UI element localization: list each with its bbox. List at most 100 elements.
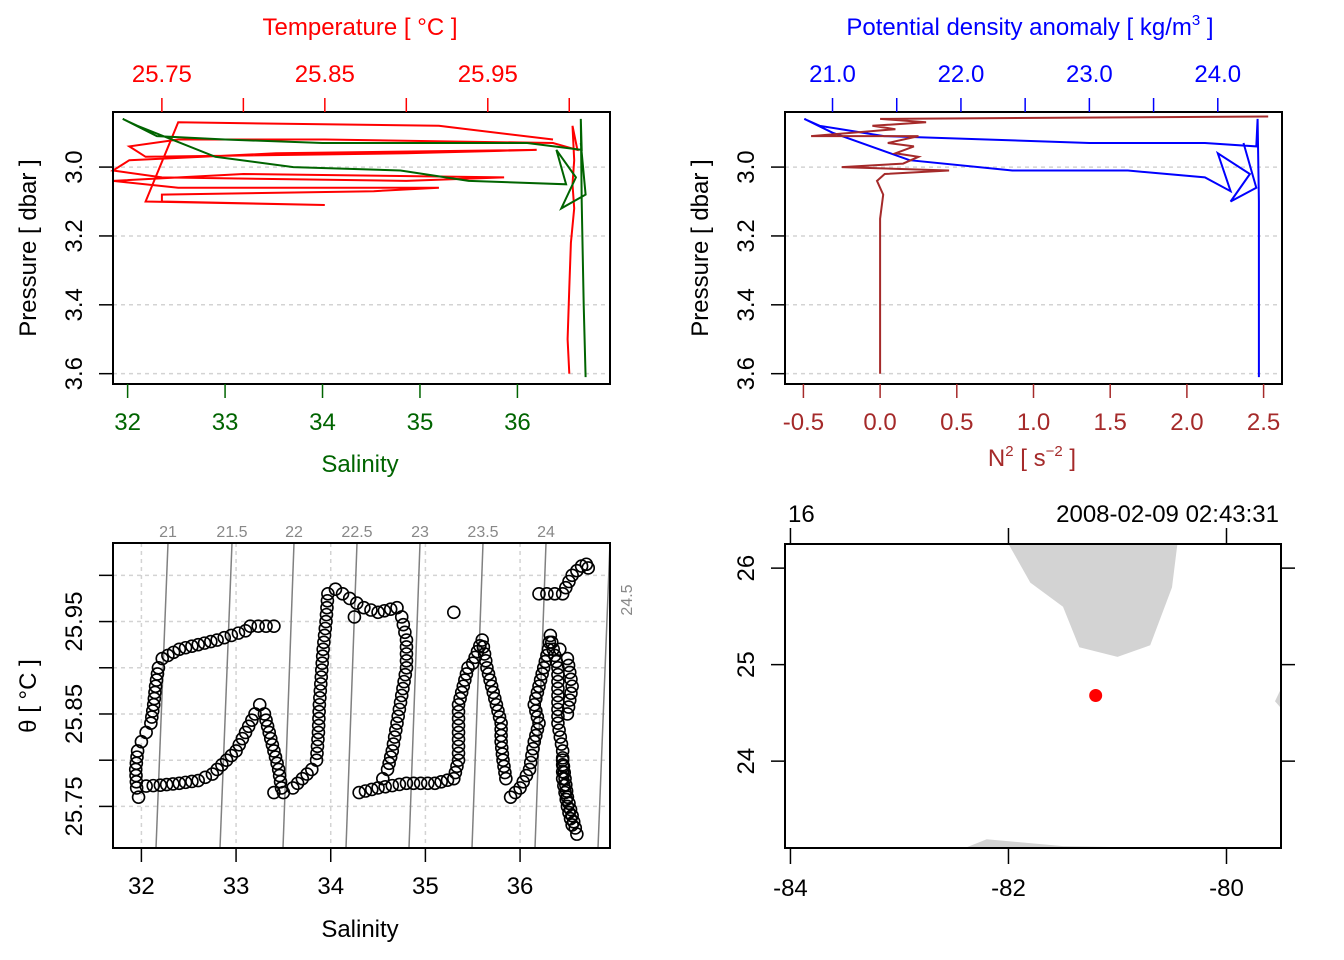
p3-isopycnal-label: 22 xyxy=(285,524,303,541)
p3-point xyxy=(259,619,273,633)
p3-point xyxy=(268,750,283,764)
p4-bottom-tick-label: -84 xyxy=(773,875,808,902)
p2-n2-axis: -0.5 0.0 0.5 1.0 1.5 2.0 2.5 xyxy=(783,384,1280,436)
p3-point xyxy=(300,767,314,781)
p3-point xyxy=(352,785,366,800)
panel-salinity-temperature-profile: 25.75 25.85 25.95 32 33 34 35 36 3.03.23.43.6 … xyxy=(15,14,611,478)
p3-point xyxy=(532,679,546,694)
p3-point xyxy=(562,693,577,707)
p2-bottom-tick-label: 2.0 xyxy=(1170,409,1203,436)
p3-point xyxy=(529,728,543,743)
station-id-label: 16 xyxy=(788,501,815,528)
p3-point xyxy=(451,732,466,747)
p3-point xyxy=(566,815,581,829)
p3-point xyxy=(454,685,469,700)
p3-isopycnal-label: 22.5 xyxy=(341,524,372,541)
p3-point xyxy=(319,607,334,622)
panel-station-map: -84 -82 -80 24 25 26 16 2008-02-09 02:43:31 xyxy=(733,501,1295,902)
p2-left-tick-label: 3.4 xyxy=(733,288,760,321)
p1-top-tick-label: 25.75 xyxy=(132,61,192,88)
p3-point xyxy=(386,737,401,751)
p3-point xyxy=(581,561,596,575)
p3-point xyxy=(529,691,543,706)
p3-point xyxy=(364,603,378,617)
p3-isopycnal-label: 21.5 xyxy=(216,524,247,541)
p3-left-tick-label: 25.95 xyxy=(61,592,88,652)
p3-point xyxy=(252,697,267,712)
p3-point xyxy=(130,744,145,758)
p3-point xyxy=(491,704,505,718)
p3-point xyxy=(364,782,379,797)
p3-point xyxy=(217,630,232,645)
p3-point xyxy=(315,656,330,670)
p3-point xyxy=(262,725,277,740)
p3-point xyxy=(561,700,576,714)
p3-point xyxy=(312,711,326,726)
p3-point xyxy=(263,731,278,746)
p3-point xyxy=(498,765,512,780)
p2-bottom-tick-label: 1.0 xyxy=(1017,409,1050,436)
p3-point xyxy=(387,730,402,744)
p3-point xyxy=(314,670,329,684)
p3-point xyxy=(527,734,542,749)
p3-point xyxy=(459,667,474,681)
p3-point xyxy=(318,621,333,636)
p2-bottom-tick-label: 0.0 xyxy=(863,409,896,436)
p4-left-tick-label: 24 xyxy=(733,748,760,775)
p3-point xyxy=(290,776,305,791)
p3-point xyxy=(546,642,561,657)
p3-point xyxy=(131,790,146,804)
p3-point xyxy=(499,771,513,786)
p3-point xyxy=(178,775,193,790)
p3-point xyxy=(563,802,578,817)
p3-isopycnal-line xyxy=(471,542,484,849)
p3-point xyxy=(399,640,414,654)
p3-point xyxy=(371,781,385,795)
p1-bottom-tick-label: 34 xyxy=(309,409,336,436)
p3-point xyxy=(476,640,491,654)
p3-point xyxy=(522,762,537,777)
p2-plot-frame xyxy=(784,111,1283,385)
panel-ts-diagram: 21 21.5 22 22.5 23 23.5 24 24.5 32 33 34 35 36 25.7… xyxy=(15,524,636,943)
p3-point xyxy=(396,681,410,696)
p3-point xyxy=(399,776,414,791)
p3-point xyxy=(564,672,578,687)
p3-point xyxy=(555,753,570,767)
p2-bottom-tick-label: -0.5 xyxy=(783,409,824,436)
p3-bottom-tick-label: 35 xyxy=(412,873,439,900)
p3-point xyxy=(335,587,350,601)
p3-point xyxy=(446,771,461,786)
p1-temperature-axis-title: Temperature [ °C ] xyxy=(263,14,458,41)
station-time-label: 2008-02-09 02:43:31 xyxy=(1056,501,1279,528)
p3-point xyxy=(461,660,475,675)
p3-point xyxy=(389,723,403,737)
p1-bottom-tick-label: 33 xyxy=(212,409,239,436)
panel-density-n2-profile: 21.0 22.0 23.0 24.0 -0.5 0.0 0.5 1.0 1.5 2.0 2.5 … xyxy=(687,12,1283,472)
p3-point xyxy=(543,628,558,643)
p1-series-temperature xyxy=(110,121,579,374)
p2-top-tick-label: 24.0 xyxy=(1194,61,1241,88)
p3-point xyxy=(267,785,281,800)
p3-point xyxy=(523,755,538,770)
p1-series-salinity xyxy=(122,117,587,378)
p3-point xyxy=(428,776,442,791)
p3-salinity-axis: 32 33 34 35 36 xyxy=(128,848,533,900)
p3-point xyxy=(399,660,414,675)
p3-point xyxy=(446,605,461,620)
p3-point xyxy=(314,663,329,677)
p3-isopycnals: 21 21.5 22 22.5 23 23.5 24 24.5 xyxy=(155,524,636,849)
p3-point xyxy=(562,665,577,680)
p1-left-tick-label: 3.6 xyxy=(61,357,88,390)
p3-isopycnal-line xyxy=(408,542,421,849)
p3-point xyxy=(451,711,466,726)
p3-point xyxy=(398,667,413,682)
p2-bottom-tick-label: 0.5 xyxy=(940,409,973,436)
p3-point xyxy=(555,744,570,758)
p3-point xyxy=(313,684,328,698)
p3-point xyxy=(560,651,575,666)
p3-point xyxy=(536,660,551,675)
p3-point xyxy=(475,633,490,647)
p2-bottom-tick-label: 2.5 xyxy=(1247,409,1280,436)
p3-point xyxy=(342,591,357,606)
p3-point xyxy=(503,790,518,804)
